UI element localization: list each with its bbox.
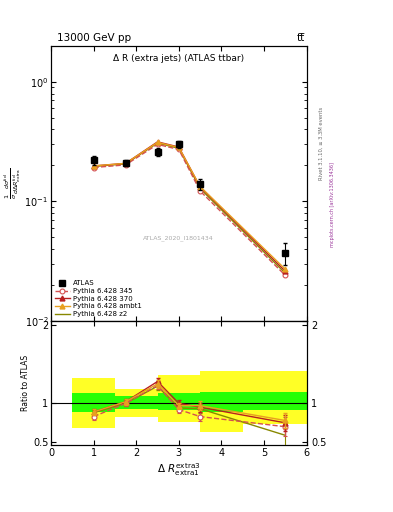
Text: mcplots.cern.ch [arXiv:1306.3436]: mcplots.cern.ch [arXiv:1306.3436] <box>330 162 335 247</box>
Legend: ATLAS, Pythia 6.428 345, Pythia 6.428 370, Pythia 6.428 ambt1, Pythia 6.428 z2: ATLAS, Pythia 6.428 345, Pythia 6.428 37… <box>53 279 143 318</box>
Text: Rivet 3.1.10, ≥ 3.3M events: Rivet 3.1.10, ≥ 3.3M events <box>318 106 323 180</box>
Y-axis label: Ratio to ATLAS: Ratio to ATLAS <box>21 355 30 411</box>
Y-axis label: $\frac{1}{\sigma}\frac{d\sigma^{\rm fid}}{d\Delta R^{\rm fid}_{\rm extra}}$: $\frac{1}{\sigma}\frac{d\sigma^{\rm fid}… <box>3 167 23 199</box>
X-axis label: $\Delta\ R^{\rm extra3}_{\rm extra1}$: $\Delta\ R^{\rm extra3}_{\rm extra1}$ <box>157 461 200 478</box>
Text: ATLAS_2020_I1801434: ATLAS_2020_I1801434 <box>143 236 214 241</box>
Text: Δ R (extra jets) (ATLAS ttbar): Δ R (extra jets) (ATLAS ttbar) <box>113 54 244 63</box>
Text: 13000 GeV pp: 13000 GeV pp <box>57 33 131 44</box>
Text: tt̅: tt̅ <box>296 33 305 44</box>
